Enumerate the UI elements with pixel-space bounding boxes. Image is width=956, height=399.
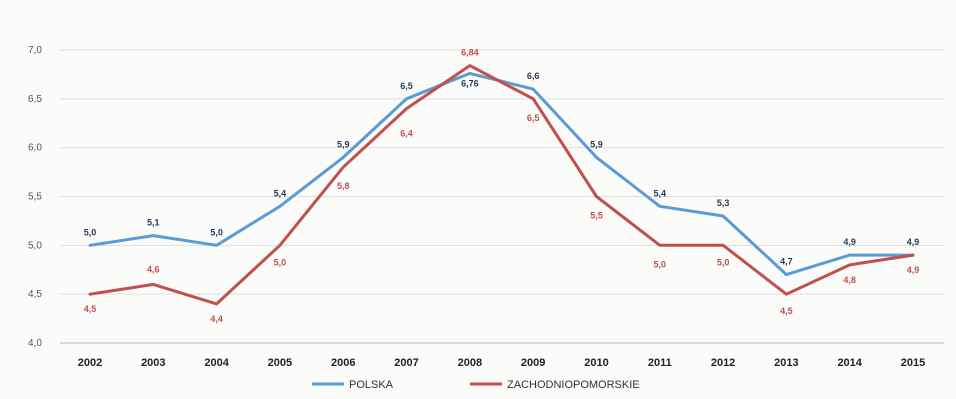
y-tick-label: 4,5 (28, 289, 42, 300)
x-tick-label: 2004 (204, 357, 229, 369)
x-tick-label: 2009 (521, 357, 545, 369)
data-label: 6,5 (527, 113, 540, 123)
data-label: 5,0 (717, 257, 730, 267)
x-tick-label: 2012 (711, 357, 735, 369)
data-label: 5,0 (84, 227, 97, 237)
data-label: 4,6 (147, 264, 160, 274)
legend-label-zachodniopomorskie: ZACHODNIOPOMORSKIE (507, 379, 640, 391)
x-tick-label: 2015 (901, 357, 925, 369)
x-tick-label: 2006 (331, 357, 355, 369)
series-line-zachodniopomorskie (88, 64, 915, 306)
legend-label-polska: POLSKA (349, 379, 394, 391)
y-tick-label: 5,0 (28, 240, 42, 251)
y-tick-label: 7,0 (28, 45, 42, 56)
data-label: 5,9 (337, 139, 350, 149)
x-tick-label: 2007 (394, 357, 418, 369)
data-label: 5,5 (590, 211, 603, 221)
data-label: 4,9 (843, 237, 856, 247)
data-label: 4,5 (84, 304, 97, 314)
data-label: 4,7 (780, 257, 793, 267)
data-label: 6,6 (527, 71, 540, 81)
data-label: 6,76 (461, 78, 479, 88)
y-tick-label: 6,5 (28, 94, 42, 105)
x-tick-label: 2010 (584, 357, 608, 369)
data-label: 5,4 (274, 188, 287, 198)
data-label: 5,8 (337, 181, 350, 191)
data-label: 5,1 (147, 218, 160, 228)
x-tick-label: 2005 (268, 357, 292, 369)
data-label: 5,4 (654, 188, 667, 198)
x-tick-label: 2008 (458, 357, 482, 369)
x-tick-label: 2002 (78, 357, 102, 369)
x-tick-label: 2011 (648, 357, 672, 369)
x-tick-label: 2003 (141, 357, 165, 369)
x-tick-label: 2013 (774, 357, 798, 369)
series-line-polska (88, 71, 915, 277)
data-label: 4,9 (907, 237, 920, 247)
y-tick-label: 6,0 (28, 143, 42, 154)
data-label: 4,8 (843, 275, 856, 285)
data-label: 5,9 (590, 139, 603, 149)
data-label: 4,4 (210, 314, 223, 324)
data-label: 4,9 (907, 265, 920, 275)
data-label: 5,3 (717, 198, 730, 208)
data-label: 4,5 (780, 306, 793, 316)
x-tick-label: 2014 (837, 357, 862, 369)
data-label: 5,0 (654, 259, 667, 269)
y-tick-label: 4,0 (28, 338, 42, 349)
data-label: 6,4 (400, 129, 413, 139)
data-label: 6,84 (461, 48, 479, 58)
data-label: 6,5 (400, 81, 413, 91)
data-label: 5,0 (274, 257, 287, 267)
data-label: 5,0 (210, 227, 223, 237)
y-tick-label: 5,5 (28, 192, 42, 203)
